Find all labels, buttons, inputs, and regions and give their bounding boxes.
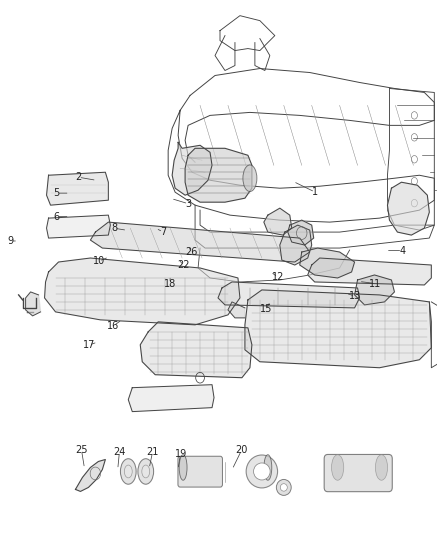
Ellipse shape xyxy=(138,459,154,484)
Ellipse shape xyxy=(243,165,257,191)
Polygon shape xyxy=(218,282,360,308)
Text: 9: 9 xyxy=(7,236,14,246)
FancyBboxPatch shape xyxy=(178,456,223,487)
Text: 4: 4 xyxy=(399,246,406,255)
Text: 12: 12 xyxy=(272,272,284,282)
Ellipse shape xyxy=(124,465,132,478)
Polygon shape xyxy=(388,182,429,235)
Ellipse shape xyxy=(246,455,278,488)
Ellipse shape xyxy=(179,455,187,480)
Polygon shape xyxy=(355,275,395,305)
Text: 16: 16 xyxy=(107,321,120,331)
Text: 17: 17 xyxy=(83,340,95,350)
Ellipse shape xyxy=(375,455,388,480)
Polygon shape xyxy=(128,385,214,411)
Polygon shape xyxy=(280,225,312,265)
Polygon shape xyxy=(75,459,106,491)
Polygon shape xyxy=(25,292,41,316)
Polygon shape xyxy=(140,322,252,378)
Text: 11: 11 xyxy=(369,279,381,288)
Polygon shape xyxy=(300,248,355,278)
Ellipse shape xyxy=(142,465,150,478)
Ellipse shape xyxy=(280,484,287,491)
Ellipse shape xyxy=(332,455,344,480)
Polygon shape xyxy=(264,208,292,235)
Text: 3: 3 xyxy=(185,199,191,209)
Polygon shape xyxy=(172,142,212,195)
FancyBboxPatch shape xyxy=(324,455,392,491)
Polygon shape xyxy=(45,258,240,325)
Text: 20: 20 xyxy=(236,445,248,455)
Polygon shape xyxy=(228,302,245,318)
Text: 21: 21 xyxy=(146,447,159,456)
Text: 10: 10 xyxy=(93,256,105,266)
Text: 7: 7 xyxy=(160,227,166,237)
Ellipse shape xyxy=(264,455,272,480)
Polygon shape xyxy=(46,215,110,238)
Polygon shape xyxy=(288,220,314,245)
Text: 1: 1 xyxy=(312,187,318,197)
Text: 2: 2 xyxy=(75,172,81,182)
Text: 19: 19 xyxy=(174,449,187,458)
Text: 5: 5 xyxy=(53,188,60,198)
Polygon shape xyxy=(46,172,108,205)
Polygon shape xyxy=(245,290,431,368)
Ellipse shape xyxy=(276,480,291,495)
Text: 26: 26 xyxy=(186,247,198,256)
Text: 24: 24 xyxy=(113,447,126,456)
Polygon shape xyxy=(185,148,252,202)
Text: 15: 15 xyxy=(260,304,272,314)
Text: 18: 18 xyxy=(164,279,176,288)
Text: 6: 6 xyxy=(53,212,60,222)
Text: 13: 13 xyxy=(349,291,361,301)
Text: 25: 25 xyxy=(75,445,88,455)
Polygon shape xyxy=(90,222,310,262)
Ellipse shape xyxy=(254,463,270,480)
Ellipse shape xyxy=(120,459,136,484)
Polygon shape xyxy=(308,258,431,285)
Text: 22: 22 xyxy=(177,261,190,270)
Text: 8: 8 xyxy=(111,223,117,233)
